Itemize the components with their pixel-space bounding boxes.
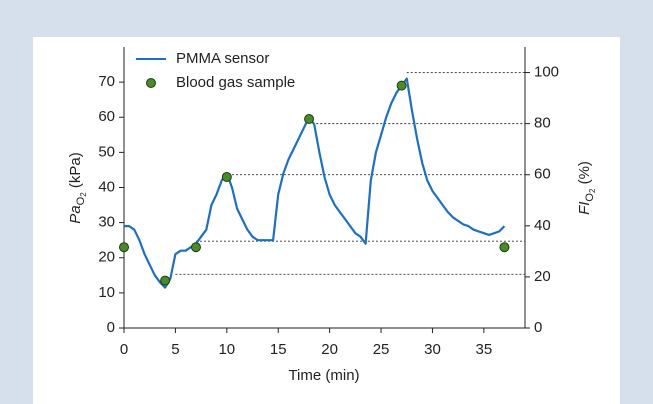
y-label-sub: O (75, 196, 87, 205)
panel (33, 37, 620, 404)
sample-point (119, 242, 129, 253)
sample-point (221, 171, 232, 182)
sample-point (304, 114, 315, 125)
y2-tick-label: 40 (534, 217, 551, 234)
x-tick-label: 5 (171, 341, 179, 358)
y2-label-unit: (%) (576, 161, 593, 189)
y-tick-label: 50 (98, 143, 115, 160)
x-tick-label: 30 (424, 341, 441, 358)
y2-tick-label: 60 (534, 166, 551, 183)
y2-tick-label: 80 (534, 115, 551, 132)
y-tick-label: 20 (98, 249, 115, 266)
x-tick-label: 10 (218, 341, 235, 358)
sample-point (396, 80, 407, 91)
y2-label-sub: O (584, 193, 596, 202)
x-tick-label: 15 (270, 341, 287, 358)
y2-label-main: FI (576, 202, 593, 215)
x-tick-label: 25 (373, 341, 390, 358)
sample-point (190, 242, 201, 253)
y2-tick-label: 0 (534, 319, 542, 336)
x-axis-label: Time (min) (288, 367, 359, 384)
x-tick-label: 0 (120, 341, 128, 358)
sensor-line (124, 77, 506, 289)
y-tick-label: 40 (98, 178, 115, 195)
y-tick-label: 60 (98, 108, 115, 125)
legend-marker (146, 78, 156, 88)
sample-point (160, 275, 171, 286)
y2-axis-label: FIO2 (%) (576, 161, 597, 215)
y-tick-label: 70 (98, 73, 115, 90)
y2-label-subsub: 2 (588, 188, 597, 193)
x-tick-label: 35 (476, 341, 493, 358)
y-tick-label: 0 (107, 319, 115, 336)
y-axis-label: PaO2 (kPa) (67, 152, 88, 223)
legend-label: Blood gas sample (176, 74, 295, 91)
x-tick-label: 20 (321, 341, 338, 358)
y2-tick-label: 20 (534, 268, 551, 285)
legend-label: PMMA sensor (176, 50, 269, 67)
sample-point (499, 242, 510, 253)
y-label-unit: (kPa) (67, 152, 84, 192)
y-label-main: Pa (67, 205, 84, 223)
y-tick-label: 30 (98, 214, 115, 231)
y2-tick-label: 100 (534, 64, 559, 81)
y-label-subsub: 2 (79, 192, 88, 197)
y-tick-label: 10 (98, 284, 115, 301)
